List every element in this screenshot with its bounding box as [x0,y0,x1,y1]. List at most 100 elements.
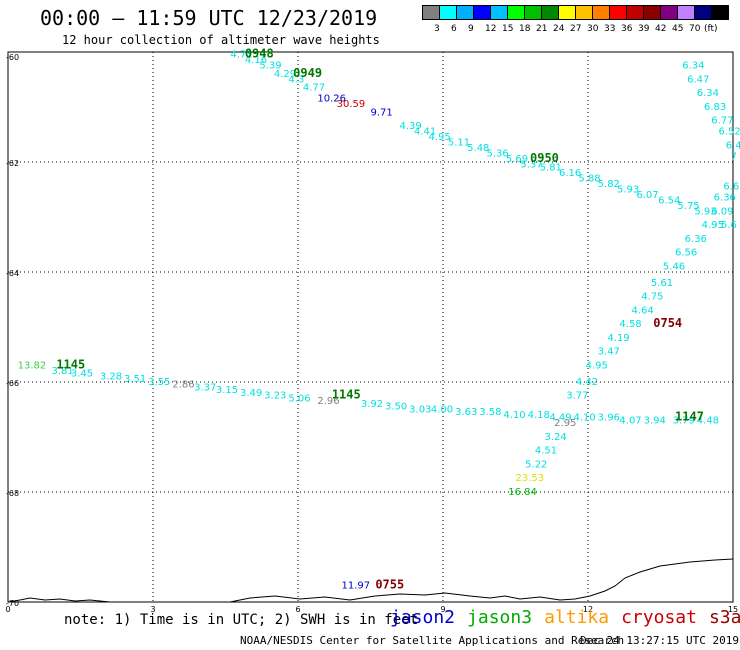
wave-height-value: 3.81 [52,366,74,377]
wave-height-value: 4.49 [549,413,571,424]
wave-height-value: 4.16 [245,55,267,66]
wave-height-value: 3.15 [216,385,238,396]
x-tick-label: 0 [5,605,10,614]
color-scale-unit: (ft) [704,24,718,34]
wave-height-value: 5.22 [525,459,547,470]
y-tick-label: -70 [6,599,19,608]
wave-height-value: 4.42 [576,377,598,388]
wave-height-value: 3.92 [361,399,383,410]
x-axis-tick-labels: 0 3 6 9 12 15 [5,605,738,614]
wave-height-value: 30.59 [337,99,366,110]
wave-height-value: 5.93 [617,184,639,195]
y-tick-label: -68 [6,489,19,498]
wave-height-value: 3.23 [264,391,286,402]
color-scale-label: 45 [672,24,684,34]
wave-height-value: 3.47 [598,347,620,358]
wave-height-value: 4.95 [429,132,451,143]
y-tick-label: -62 [6,159,19,168]
wave-height-value: 4.07 [619,415,641,426]
satellite-legend-entry: cryosat [621,607,697,628]
wave-height-value: 4.29 [274,69,296,80]
wave-height-value: 5.11 [448,138,470,149]
wave-height-value: 4.00 [431,404,453,415]
color-scale-label: 42 [655,24,667,34]
wave-height-value: 5.36 [487,149,509,160]
wave-height-value: 4.10 [574,413,596,424]
wave-height-value: 4.95 [586,360,608,371]
pass-time-label: 1145 [332,388,361,402]
wave-height-value: 6.36 [685,234,707,245]
color-scale-label: 15 [502,24,514,34]
wave-height-value: 3.77 [566,391,588,402]
wave-height-value: 5.37 [520,160,542,171]
wave-height-value: 5.48 [467,143,489,154]
pass-time-label: 0755 [375,577,404,591]
color-scale-label: 9 [468,24,474,34]
y-axis-tick-labels: -60 -62 -64 -66 -68 -70 [6,53,19,608]
color-scale-label: 12 [485,24,497,34]
wave-height-value: 4.18 [528,410,550,421]
pass-time-label: 0949 [293,66,322,80]
wave-height-value: 5.6 [721,220,737,231]
wave-height-value: 9.71 [371,107,393,118]
wave-height-value: 4.77 [303,83,325,94]
wave-height-value: 3.94 [644,415,666,426]
wave-height-value: 3.50 [385,402,407,413]
pass-time-label: 1147 [675,410,704,424]
pass-time-label: 0754 [653,316,682,330]
x-tick-label: 6 [295,605,300,614]
color-scale-label: 33 [604,24,616,34]
satellite-legend-entry: jason3 [467,607,533,628]
wave-height-value: 13.82 [18,360,47,371]
y-tick-label: -60 [6,53,19,62]
x-tick-label: 15 [728,605,738,614]
antarctic-coastline-left [7,597,111,603]
wave-height-value: 6.83 [704,102,726,113]
wave-height-value: 6.47 [687,74,709,85]
wave-height-value: 4.19 [607,333,629,344]
wave-height-value: 6.4 [726,140,740,151]
footnote: note: 1) Time is in UTC; 2) SWH is in fe… [64,612,419,628]
wave-height-value: 2.86 [172,380,194,391]
wave-height-value: 2.96 [317,396,339,407]
color-scale-label: 27 [570,24,582,34]
color-scale-label: 3 [434,24,440,34]
wave-height-value: 6.52 [719,127,740,138]
wave-height-value: 3.24 [545,432,567,443]
wave-height-value: 2.95 [554,418,576,429]
wave-height-value: 3.58 [479,407,501,418]
color-scale-label: 21 [536,24,548,34]
wave-height-value: 5.93 [694,206,716,217]
map-frame [7,51,734,603]
y-tick-label: -66 [6,379,19,388]
wave-height-value: 4.58 [619,319,641,330]
pass-time-label: 0950 [530,151,559,165]
antarctic-coastline-middle [229,558,734,603]
wave-height-value: 3.55 [148,377,170,388]
wave-height-value: 16.84 [508,487,537,498]
wave-height-value: 4.10 [503,410,525,421]
wave-height-value: 4.51 [535,446,557,457]
x-tick-label: 9 [440,605,445,614]
map-subtitle: 12 hour collection of altimeter wave hei… [62,33,380,47]
color-scale-label: 6 [451,24,457,34]
x-tick-label: 3 [150,605,155,614]
wave-height-value: 3.28 [100,371,122,382]
wave-height-value: 6.07 [636,190,658,201]
wave-height-value: 6.09 [711,206,733,217]
coastline [7,558,734,603]
wave-height-value: 4.64 [632,305,654,316]
satellite-legend: jason2 jason3 altika cryosat s3a [390,607,740,628]
wave-height-value: 4.3 [288,74,304,85]
wave-height-value: 4.71 [230,50,252,61]
x-tick-label: 12 [583,605,593,614]
wave-height-value: 10.26 [317,94,346,105]
credit-line: NOAA/NESDIS Center for Satellite Applica… [240,634,625,647]
wave-height-value: 11.97 [342,580,371,591]
pass-time-label: 1145 [56,357,85,371]
wave-height-value: 3.96 [598,413,620,424]
wave-height-value: 3.51 [124,374,146,385]
wave-height-value: 5.75 [677,201,699,212]
